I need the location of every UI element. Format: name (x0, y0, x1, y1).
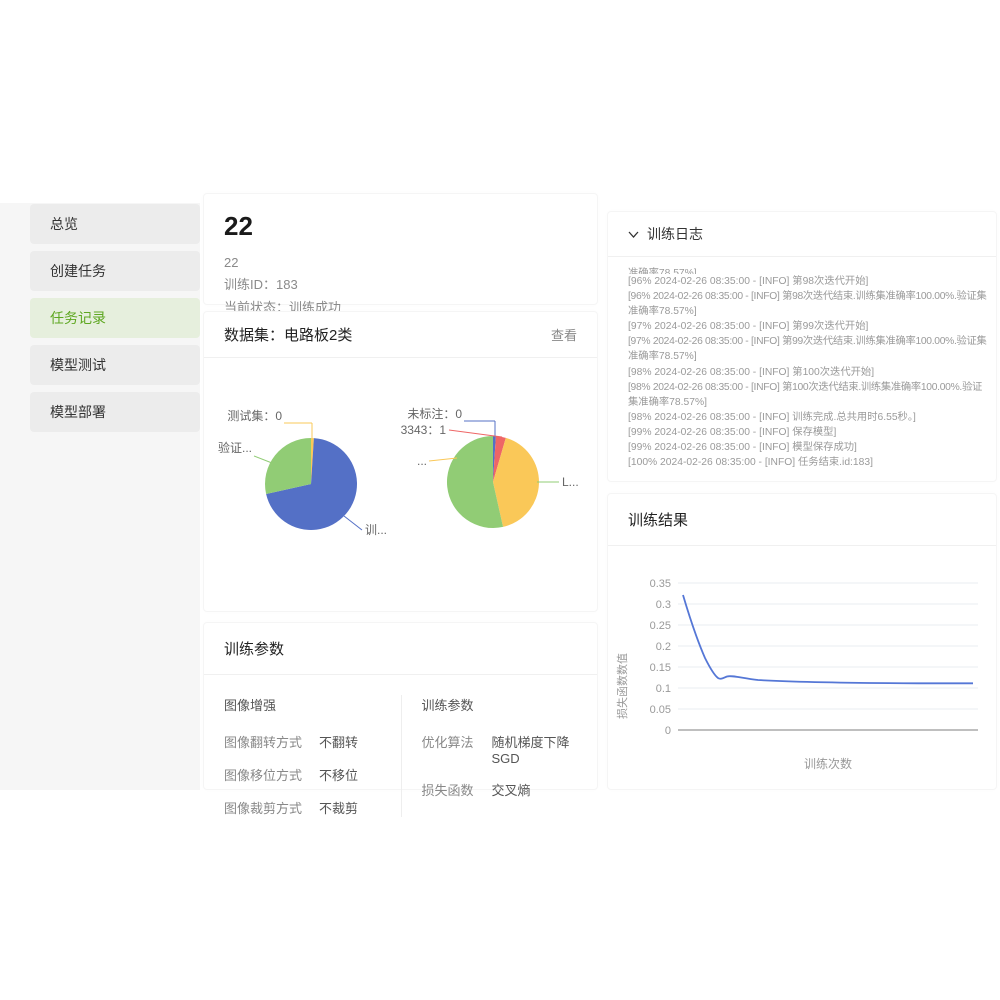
svg-text:0: 0 (665, 725, 671, 737)
svg-text:0.15: 0.15 (650, 662, 671, 674)
svg-text:未标注：0: 未标注：0 (407, 406, 462, 421)
svg-text:训...: 训... (365, 523, 387, 537)
svg-text:0.2: 0.2 (656, 641, 671, 653)
svg-text:...: ... (417, 454, 427, 468)
svg-text:0.35: 0.35 (650, 578, 671, 590)
svg-text:0.3: 0.3 (656, 599, 671, 611)
svg-text:0.25: 0.25 (650, 620, 671, 632)
svg-text:验证...: 验证... (218, 440, 252, 455)
svg-text:0.05: 0.05 (650, 704, 671, 716)
svg-text:0.1: 0.1 (656, 683, 671, 695)
svg-text:损失函数数值: 损失函数数值 (615, 653, 629, 719)
svg-text:训练次数: 训练次数 (804, 756, 852, 771)
svg-text:测试集：0: 测试集：0 (227, 408, 282, 423)
svg-text:L...: L... (562, 475, 579, 489)
svg-text:3343：1: 3343：1 (401, 423, 447, 437)
